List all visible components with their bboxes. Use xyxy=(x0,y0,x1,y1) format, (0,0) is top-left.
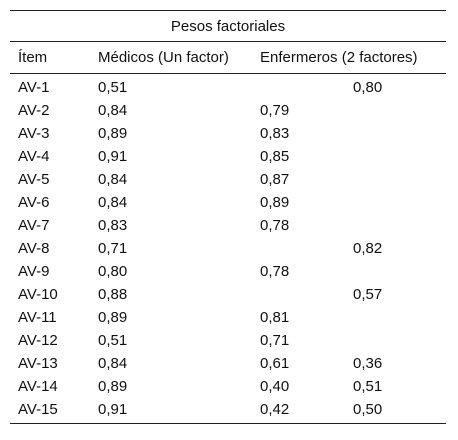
cell-enfermeros-f2: 0,57 xyxy=(353,286,383,303)
cell-medicos: 0,80 xyxy=(98,263,128,280)
cell-enfermeros-f1: 0,81 xyxy=(260,309,290,326)
cell-item: AV-8 xyxy=(18,240,50,257)
cell-enfermeros-f2: 0,51 xyxy=(353,378,383,395)
cell-medicos: 0,83 xyxy=(98,217,128,234)
table-row: AV-4 0,91 0,85 xyxy=(10,145,446,168)
bottom-rule xyxy=(10,423,446,424)
cell-medicos: 0,71 xyxy=(98,240,128,257)
table-row: AV-8 0,71 0,82 xyxy=(10,237,446,260)
cell-enfermeros-f1: 0,83 xyxy=(260,125,290,142)
cell-medicos: 0,91 xyxy=(98,401,128,418)
cell-item: AV-14 xyxy=(18,378,58,395)
cell-item: AV-15 xyxy=(18,401,58,418)
table-caption: Pesos factoriales xyxy=(170,17,286,35)
cell-enfermeros-f1: 0,89 xyxy=(260,194,290,211)
table-row: AV-14 0,89 0,40 0,51 xyxy=(10,375,446,398)
table-row: AV-7 0,83 0,78 xyxy=(10,214,446,237)
cell-medicos: 0,89 xyxy=(98,125,128,142)
cell-item: AV-11 xyxy=(18,309,57,326)
cell-item: AV-13 xyxy=(18,355,58,372)
table-row: AV-13 0,84 0,61 0,36 xyxy=(10,352,446,375)
table-row: AV-2 0,84 0,79 xyxy=(10,99,446,122)
header-row: Ítem Médicos (Un factor) Enfermeros (2 f… xyxy=(10,42,446,73)
cell-enfermeros-f1: 0,42 xyxy=(260,401,290,418)
table-row: AV-3 0,89 0,83 xyxy=(10,122,446,145)
table-row: AV-10 0,88 0,57 xyxy=(10,283,446,306)
caption-rule xyxy=(10,41,446,42)
cell-item: AV-1 xyxy=(18,79,50,96)
cell-item: AV-5 xyxy=(18,171,50,188)
cell-enfermeros-f1: 0,71 xyxy=(260,332,290,349)
cell-medicos: 0,84 xyxy=(98,355,128,372)
cell-item: AV-4 xyxy=(18,148,50,165)
cell-item: AV-9 xyxy=(18,263,50,280)
cell-medicos: 0,84 xyxy=(98,171,128,188)
cell-enfermeros-f1: 0,85 xyxy=(260,148,290,165)
cell-item: AV-7 xyxy=(18,217,50,234)
cell-item: AV-6 xyxy=(18,194,50,211)
table-row: AV-6 0,84 0,89 xyxy=(10,191,446,214)
cell-enfermeros-f1: 0,78 xyxy=(260,217,290,234)
cell-enfermeros-f2: 0,50 xyxy=(353,401,383,418)
factor-loadings-table: Pesos factoriales Ítem Médicos (Un facto… xyxy=(10,10,446,424)
cell-medicos: 0,84 xyxy=(98,194,128,211)
cell-enfermeros-f2: 0,80 xyxy=(353,79,383,96)
cell-enfermeros-f1: 0,40 xyxy=(260,378,290,395)
cell-medicos: 0,91 xyxy=(98,148,128,165)
header-rule xyxy=(10,73,446,74)
table-row: AV-1 0,51 0,80 xyxy=(10,76,446,99)
cell-enfermeros-f1: 0,78 xyxy=(260,263,290,280)
cell-enfermeros-f2: 0,36 xyxy=(353,355,383,372)
cell-enfermeros-f1: 0,79 xyxy=(260,102,290,119)
cell-item: AV-12 xyxy=(18,332,58,349)
cell-item: AV-10 xyxy=(18,286,58,303)
header-medicos: Médicos (Un factor) xyxy=(98,49,229,66)
table-row: AV-12 0,51 0,71 xyxy=(10,329,446,352)
cell-medicos: 0,88 xyxy=(98,286,128,303)
cell-medicos: 0,51 xyxy=(98,332,128,349)
cell-medicos: 0,51 xyxy=(98,79,128,96)
table-row: AV-5 0,84 0,87 xyxy=(10,168,446,191)
header-enfermeros: Enfermeros (2 factores) xyxy=(260,49,418,66)
top-rule xyxy=(10,10,446,11)
cell-medicos: 0,89 xyxy=(98,309,128,326)
table-row: AV-15 0,91 0,42 0,50 xyxy=(10,398,446,421)
table-row: AV-11 0,89 0,81 xyxy=(10,306,446,329)
cell-enfermeros-f2: 0,82 xyxy=(353,240,383,257)
cell-enfermeros-f1: 0,87 xyxy=(260,171,290,188)
cell-item: AV-2 xyxy=(18,102,50,119)
cell-medicos: 0,89 xyxy=(98,378,128,395)
cell-medicos: 0,84 xyxy=(98,102,128,119)
cell-item: AV-3 xyxy=(18,125,50,142)
table-row: AV-9 0,80 0,78 xyxy=(10,260,446,283)
table-body: AV-1 0,51 0,80 AV-2 0,84 0,79 AV-3 0,89 0,83 AV-4… xyxy=(10,74,446,423)
cell-enfermeros-f1: 0,61 xyxy=(260,355,290,372)
header-item: Ítem xyxy=(18,49,48,66)
